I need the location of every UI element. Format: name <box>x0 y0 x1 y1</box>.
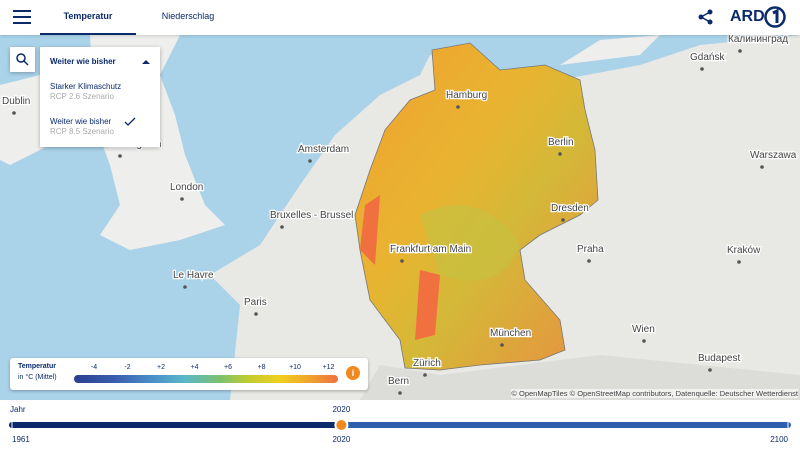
city-label: Amsterdam <box>298 144 349 155</box>
city-dot <box>12 111 16 115</box>
city-label: London <box>170 182 203 193</box>
city-label: Zürich <box>413 358 441 369</box>
city-label: Hamburg <box>446 90 487 101</box>
city-dot <box>180 197 184 201</box>
year-slider[interactable]: Jahr 1961 2020 2100 2020 <box>0 400 800 450</box>
tab[interactable]: Temperatur <box>40 0 136 35</box>
city-label: Berlin <box>548 137 574 148</box>
map[interactable]: DublinBirminghamLondonLe HavreParisBruxe… <box>0 35 800 400</box>
caret <box>142 60 150 64</box>
legend-tick: -2 <box>124 364 131 371</box>
legend-subtitle: in °C (Mittel) <box>18 374 57 381</box>
legend-tick: +6 <box>224 364 232 371</box>
legend-tick: +2 <box>157 364 165 371</box>
legend-colorbar <box>74 375 338 383</box>
city-dot <box>708 368 712 372</box>
city-dot <box>587 259 591 263</box>
city-dot <box>700 67 704 71</box>
scenario-menu: Weiter wie bisher Starker Klimaschutz RC… <box>40 47 160 147</box>
legend-tick: +12 <box>322 364 335 371</box>
city-label: Gdańsk <box>690 52 725 63</box>
city-dot <box>400 259 404 263</box>
option-subtitle: RCP 2.6 Szenario <box>50 92 114 101</box>
legend-tick: +4 <box>190 364 199 371</box>
city-dot <box>280 225 284 229</box>
slider-value-label: 2020 <box>332 405 350 414</box>
logo-mark <box>764 6 786 28</box>
city-label: Dublin <box>2 96 30 107</box>
heat-area <box>415 270 440 340</box>
legend-tick: +10 <box>289 364 301 371</box>
city-dot <box>642 339 646 343</box>
germany-heatmap <box>354 42 599 371</box>
city-label: Bern <box>388 376 409 387</box>
city-label: Paris <box>244 297 267 308</box>
city-label: Warszawa <box>750 150 797 161</box>
legend-tick: +8 <box>257 364 266 371</box>
logo[interactable]: ARD <box>730 8 765 25</box>
info-button[interactable]: i <box>346 366 360 380</box>
city-dot <box>760 165 764 169</box>
legend-tick: -4 <box>90 364 98 371</box>
legend: Temperatur in °C (Mittel) -4 -2 +2 +4 +6 +8 +1… <box>10 358 368 390</box>
tab[interactable]: Niederschlag <box>161 11 215 21</box>
menu-selected[interactable]: Weiter wie bisher <box>50 57 116 66</box>
city-label: Frankfurt am Main <box>390 244 471 255</box>
city-label: Dresden <box>551 203 589 214</box>
alps <box>360 355 800 400</box>
share-icon[interactable] <box>698 9 714 25</box>
city-label: Wien <box>632 324 655 335</box>
option-subtitle: RCP 8.5 Szenario <box>50 127 114 136</box>
slider-tick-label: 2020 <box>332 435 350 444</box>
option-title[interactable]: Starker Klimaschutz <box>50 82 122 91</box>
search-button[interactable] <box>10 47 35 72</box>
slider-tick-label: 2100 <box>770 435 788 444</box>
city-dot <box>738 49 742 53</box>
header: Temperatur Niederschlag ARD <box>0 0 800 35</box>
city-label: Bruxelles - Brussel <box>270 210 353 221</box>
city-dot <box>500 343 504 347</box>
city-label: Le Havre <box>173 270 214 281</box>
menu-icon[interactable] <box>12 9 32 25</box>
city-dot <box>561 218 565 222</box>
land <box>560 35 660 65</box>
city-dot <box>456 105 460 109</box>
slider-tick-label: 1961 <box>12 435 30 444</box>
option-title[interactable]: Weiter wie bisher <box>50 117 112 126</box>
cool-area <box>420 205 520 281</box>
city-dot <box>737 260 741 264</box>
city-dot <box>308 159 312 163</box>
city-dot <box>558 152 562 156</box>
city-dot <box>118 154 122 158</box>
city-label: Praha <box>577 244 604 255</box>
city-label: Kraków <box>727 245 761 256</box>
city-label: München <box>490 328 531 339</box>
legend-title: Temperatur <box>18 363 56 370</box>
slider-label: Jahr <box>10 405 26 414</box>
city-label: Budapest <box>698 353 740 364</box>
city-dot <box>254 312 258 316</box>
city-dot <box>423 373 427 377</box>
heat-area <box>360 195 380 265</box>
city-dot <box>398 391 402 395</box>
city-dot <box>183 285 187 289</box>
slider-thumb[interactable] <box>334 418 349 432</box>
checkmark <box>124 117 136 126</box>
attribution: © OpenMapTiles © OpenStreetMap contribut… <box>511 389 798 398</box>
city-label: Калининград <box>728 35 788 45</box>
